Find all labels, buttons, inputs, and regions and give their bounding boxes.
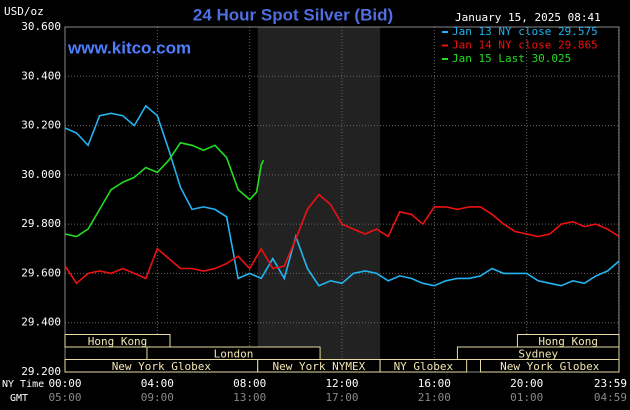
site-url: www.kitco.com bbox=[67, 38, 191, 57]
x-tick-label: 08:00 bbox=[233, 377, 266, 390]
y-tick-label: 29.600 bbox=[21, 266, 61, 279]
session-label: New York Globex bbox=[500, 360, 600, 373]
x2-tick-label: 17:00 bbox=[325, 391, 358, 404]
session-bar bbox=[480, 359, 620, 373]
legend-label: Jan 13 NY close 29.575 bbox=[452, 25, 598, 38]
x2-axis-label: GMT bbox=[10, 393, 28, 404]
session-label: New York Globex bbox=[112, 360, 212, 373]
x-axis-label: NY Time bbox=[2, 379, 44, 390]
x-tick-label: 00:00 bbox=[48, 377, 81, 390]
x2-tick-label: 05:00 bbox=[48, 391, 81, 404]
session-label: London bbox=[214, 347, 254, 360]
x2-tick-label: 09:00 bbox=[141, 391, 174, 404]
series-line bbox=[64, 104, 620, 287]
session-label: Sydney bbox=[518, 347, 558, 360]
session-label: Hong Kong bbox=[538, 335, 598, 348]
x-tick-label: 20:00 bbox=[510, 377, 543, 390]
x2-tick-label: 01:00 bbox=[510, 391, 543, 404]
y-tick-label: 30.400 bbox=[21, 69, 61, 82]
session-bar bbox=[64, 334, 171, 348]
legend-label: Jan 14 NY close 29.865 bbox=[452, 39, 598, 52]
x-tick-label: 04:00 bbox=[141, 377, 174, 390]
x-tick-label: 12:00 bbox=[325, 377, 358, 390]
timestamp: January 15, 2025 08:41 bbox=[455, 11, 601, 24]
x-tick-label: 23:59 bbox=[594, 377, 627, 390]
y-tick-label: 29.200 bbox=[21, 365, 61, 378]
y-tick-label: 30.000 bbox=[21, 168, 61, 181]
x-tick-label: 16:00 bbox=[418, 377, 451, 390]
series-line bbox=[64, 193, 620, 285]
session-label: New York NYMEX bbox=[273, 360, 366, 373]
chart-title: 24 Hour Spot Silver (Bid) bbox=[193, 5, 393, 24]
session-bar bbox=[379, 359, 468, 373]
x2-tick-label: 21:00 bbox=[418, 391, 451, 404]
y-tick-label: 29.400 bbox=[21, 316, 61, 329]
session-label: Hong Kong bbox=[88, 335, 148, 348]
x2-tick-label: 13:00 bbox=[233, 391, 266, 404]
legend-label: Jan 15 Last 30.025 bbox=[452, 52, 571, 65]
series-line bbox=[64, 141, 265, 238]
y-tick-label: 30.200 bbox=[21, 119, 61, 132]
x2-tick-label: 04:59 bbox=[594, 391, 627, 404]
session-shade bbox=[257, 27, 381, 372]
session-label: NY Globex bbox=[394, 360, 454, 373]
y-tick-label: 30.600 bbox=[21, 20, 61, 33]
y-tick-label: 29.800 bbox=[21, 217, 61, 230]
y-axis-label: USD/oz bbox=[4, 5, 44, 18]
